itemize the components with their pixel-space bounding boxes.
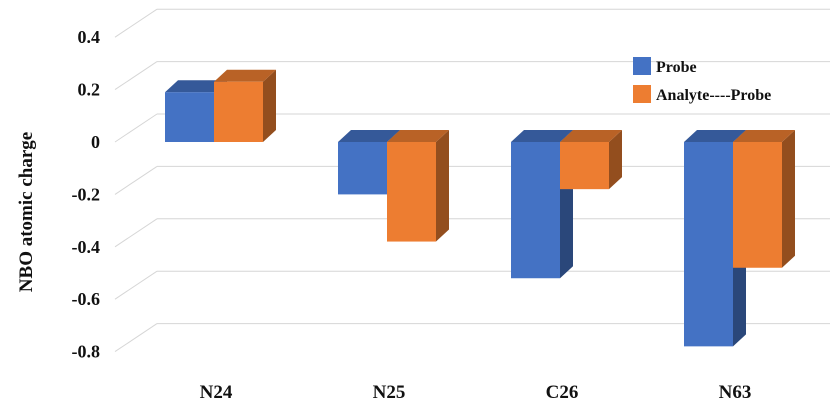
bar-side <box>782 130 795 268</box>
category-label-n24: N24 <box>200 382 233 403</box>
legend-swatch-analyte-probe <box>633 85 651 103</box>
bar-front <box>511 142 560 279</box>
bar-front <box>684 142 733 347</box>
legend-label-probe: Probe <box>656 59 697 76</box>
bar-side <box>609 130 622 190</box>
bar-n63-analyte-probe <box>733 130 795 268</box>
y-tick-label: -0.6 <box>72 289 101 309</box>
bar-top <box>387 130 449 142</box>
category-label-n25: N25 <box>373 382 406 403</box>
grid-slant <box>114 61 158 91</box>
legend-swatch-probe <box>633 57 651 75</box>
bar-c26-analyte-probe <box>560 130 622 190</box>
bar-front <box>214 81 263 142</box>
legend: Probe Analyte----Probe <box>633 57 771 104</box>
category-label-n63: N63 <box>719 382 752 403</box>
bar-front <box>387 142 436 242</box>
bars <box>165 69 795 347</box>
bar-front <box>165 92 214 142</box>
y-axis-label: NBO atomic charge <box>16 132 37 292</box>
bar-side <box>263 69 276 142</box>
category-labels: N24 N25 C26 N63 <box>200 382 752 403</box>
bar-top <box>511 130 573 142</box>
bar-n63-probe <box>684 130 746 347</box>
y-tick-label: 0 <box>91 132 100 152</box>
bar-top <box>338 130 400 142</box>
legend-label-analyte-probe: Analyte----Probe <box>656 87 771 104</box>
y-tick-label: 0.4 <box>78 27 101 47</box>
bar-front <box>338 142 387 195</box>
category-label-c26: C26 <box>546 382 579 403</box>
bar-top <box>165 80 227 93</box>
grid-slant <box>114 165 158 195</box>
y-tick-labels: 0.4 0.2 0 -0.2 -0.4 -0.6 -0.8 <box>72 27 101 361</box>
bar-top <box>560 130 622 142</box>
bar-top <box>684 130 746 142</box>
grid-slant <box>114 113 158 143</box>
bar-top <box>733 130 795 142</box>
bar-side <box>436 130 449 242</box>
y-tick-label: -0.8 <box>72 342 101 362</box>
grid-slant <box>114 270 158 300</box>
grid-slant <box>114 323 158 353</box>
bar-n25-analyte-probe <box>387 130 449 242</box>
y-tick-label: -0.4 <box>72 237 101 257</box>
grid-slant <box>114 8 158 38</box>
bar-front <box>560 142 609 190</box>
y-tick-label: 0.2 <box>78 80 101 100</box>
bar-n24-analyte-probe <box>214 69 276 142</box>
grid-slant <box>114 218 158 248</box>
bar-top <box>214 69 276 82</box>
y-tick-label: -0.2 <box>72 184 101 204</box>
bar-front <box>733 142 782 268</box>
